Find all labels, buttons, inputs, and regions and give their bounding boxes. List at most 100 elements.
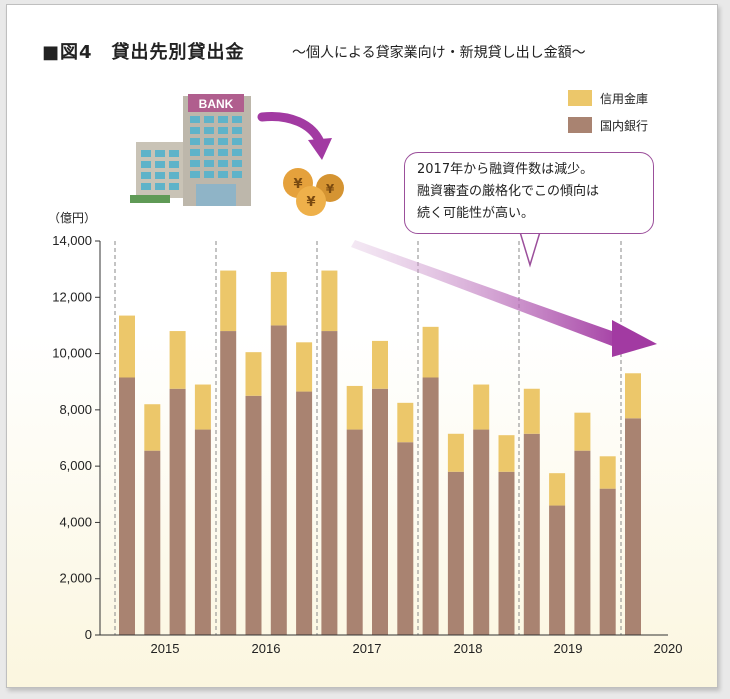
legend-label-banks: 国内銀行 [600, 118, 649, 133]
bar-shinkin [599, 456, 616, 489]
y-tick-label: 12,000 [52, 289, 92, 304]
legend-label-shinkin: 信用金庫 [600, 91, 649, 106]
bar-domestic-bank [119, 377, 135, 635]
bar-domestic-bank [574, 450, 591, 635]
bank-window [204, 149, 214, 156]
bar-domestic-bank [169, 388, 186, 635]
bank-window [169, 150, 179, 157]
bank-window [155, 161, 165, 168]
bank-window [204, 116, 214, 123]
bar-shinkin [270, 271, 287, 326]
bar-shinkin [473, 384, 490, 430]
bar-domestic-bank [296, 391, 313, 635]
bank-window [232, 171, 242, 178]
trend-arrow [351, 240, 657, 357]
bar-shinkin [119, 315, 135, 378]
bar-domestic-bank [625, 418, 641, 635]
bar-domestic-bank [194, 429, 211, 635]
bar-shinkin [447, 433, 464, 472]
bank-window [190, 116, 200, 123]
bank-window [190, 149, 200, 156]
y-tick-label: 8,000 [59, 402, 92, 417]
bar-shinkin [296, 342, 313, 392]
annotation-callout: 2017年から融資件数は減少。 融資審査の厳格化でこの傾向は 続く可能性が高い。 [404, 152, 654, 234]
legend-item-banks: 国内銀行 [568, 115, 648, 135]
callout-line: 2017年から融資件数は減少。 [417, 162, 594, 177]
money-bags-icon: ¥ ¥ ¥ [283, 168, 344, 216]
bar-domestic-bank [498, 471, 515, 635]
bank-window [218, 160, 228, 167]
bank-window [155, 172, 165, 179]
bar-domestic-bank [321, 331, 338, 635]
bank-window [232, 149, 242, 156]
callout-line: 融資審査の厳格化でこの傾向は [417, 184, 600, 199]
bank-window [169, 172, 179, 179]
bar-shinkin [346, 385, 363, 430]
x-tick-label: 2016 [252, 641, 281, 656]
bar-shinkin [220, 270, 237, 332]
bank-window [155, 183, 165, 190]
bank-window [190, 138, 200, 145]
bank-window [141, 172, 151, 179]
y-tick-label: 10,000 [52, 346, 92, 361]
bar-shinkin [523, 388, 540, 434]
bank-window [169, 183, 179, 190]
x-tick-label: 2015 [151, 641, 180, 656]
x-tick-label: 2019 [554, 641, 583, 656]
bar-shinkin [574, 412, 591, 451]
bar-domestic-bank [599, 488, 616, 635]
bank-window [141, 150, 151, 157]
yen-symbol: ¥ [306, 195, 315, 210]
bank-window [155, 150, 165, 157]
bar-shinkin [245, 352, 262, 396]
callout-pointer [518, 231, 542, 268]
y-tick-label: 0 [85, 627, 92, 642]
bar-shinkin [144, 404, 161, 451]
bar-domestic-bank [346, 429, 363, 635]
bank-window [232, 127, 242, 134]
x-tick-label: 2018 [454, 641, 483, 656]
bank-sign-text: BANK [199, 97, 234, 111]
bar-domestic-bank [397, 442, 414, 635]
bar-shinkin [397, 402, 414, 443]
bar-domestic-bank [422, 377, 439, 635]
y-tick-label: 4,000 [59, 514, 92, 529]
bank-window [218, 127, 228, 134]
y-tick-label: 6,000 [59, 458, 92, 473]
bank-window [232, 138, 242, 145]
x-tick-label: 2017 [353, 641, 382, 656]
legend-swatch-banks [568, 117, 592, 133]
bar-domestic-bank [372, 388, 388, 635]
bar-domestic-bank [523, 433, 540, 635]
y-tick-label: 14,000 [52, 233, 92, 248]
bank-window [218, 116, 228, 123]
bar-shinkin [625, 373, 641, 419]
bar-domestic-bank [245, 395, 262, 635]
bar-domestic-bank [144, 450, 161, 635]
bar-domestic-bank [220, 331, 237, 635]
figure-subtitle: ～個人による貸家業向け・新規貸し出し金額～ [292, 45, 586, 61]
bar-domestic-bank [549, 505, 566, 635]
bank-window [190, 160, 200, 167]
bank-window [204, 160, 214, 167]
x-tick-label: 2020 [654, 641, 683, 656]
bank-window [190, 127, 200, 134]
bank-window [204, 127, 214, 134]
bar-domestic-bank [473, 429, 490, 635]
y-axis-unit: （億円） [48, 211, 97, 225]
bar-shinkin [194, 384, 211, 430]
curved-arrow-icon [257, 111, 332, 160]
bank-window [141, 161, 151, 168]
bank-window [141, 183, 151, 190]
bank-window [218, 149, 228, 156]
bar-shinkin [169, 331, 186, 389]
bar-shinkin [321, 270, 338, 332]
bar-domestic-bank [270, 325, 287, 635]
bar-shinkin [549, 473, 566, 506]
bank-window [169, 161, 179, 168]
bank-window [232, 116, 242, 123]
bar-domestic-bank [447, 471, 464, 635]
legend-swatch-shinkin [568, 90, 592, 106]
yen-symbol: ¥ [326, 182, 335, 196]
